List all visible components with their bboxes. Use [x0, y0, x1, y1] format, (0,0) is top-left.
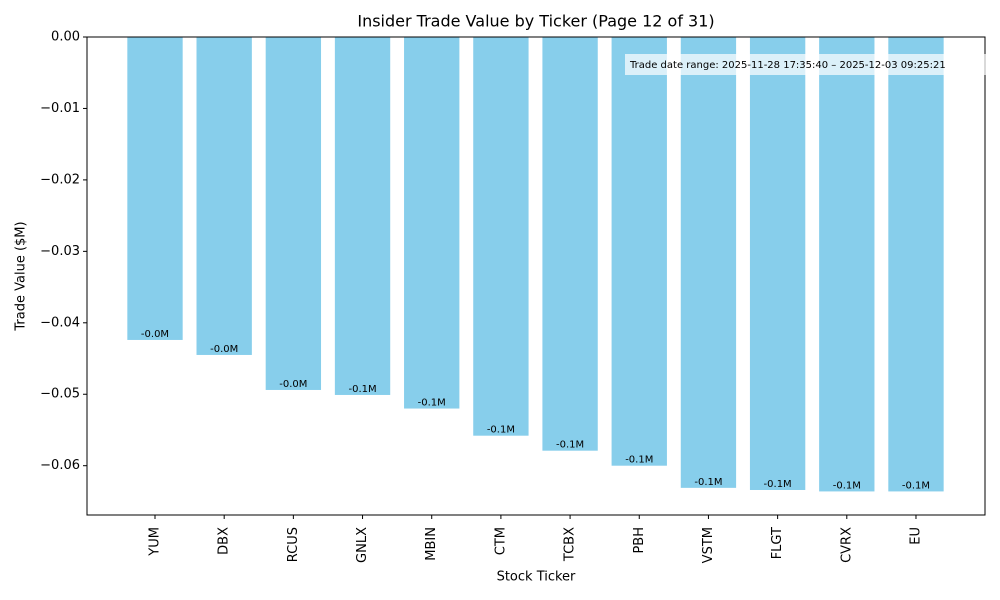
- y-tick-label: −0.01: [40, 101, 80, 116]
- y-tick-label: −0.02: [40, 172, 80, 187]
- bar: [196, 37, 252, 355]
- bar: [127, 37, 183, 340]
- x-tick-label: GNLX: [355, 527, 370, 563]
- value-label: -0.0M: [279, 379, 307, 390]
- x-tick-label: EU: [908, 527, 923, 545]
- x-tick-label: VSTM: [701, 527, 716, 563]
- value-label: -0.1M: [694, 477, 722, 488]
- x-tick-label: CVRX: [839, 527, 854, 563]
- bar: [680, 37, 737, 488]
- bar: [819, 37, 875, 492]
- value-label: -0.1M: [418, 398, 446, 409]
- y-tick-label: −0.05: [40, 387, 80, 402]
- x-tick-label: RCUS: [286, 527, 301, 562]
- value-label: -0.1M: [487, 425, 515, 436]
- value-label: -0.1M: [833, 480, 861, 491]
- x-tick-label: PBH: [632, 527, 647, 554]
- bar: [334, 37, 391, 395]
- x-tick-label: YUM: [148, 527, 163, 557]
- y-tick-label: 0.00: [51, 30, 80, 45]
- value-label: -0.0M: [141, 329, 169, 340]
- chart-title: Insider Trade Value by Ticker (Page 12 o…: [357, 12, 714, 31]
- bar: [542, 37, 598, 451]
- value-label: -0.1M: [556, 440, 584, 451]
- y-tick-label: −0.03: [40, 244, 80, 259]
- y-axis-label: Trade Value ($M): [14, 221, 29, 331]
- value-label: -0.1M: [625, 455, 653, 466]
- y-tick-label: −0.06: [40, 458, 80, 473]
- x-tick-label: DBX: [217, 527, 232, 555]
- x-tick-label: FLGT: [770, 527, 785, 559]
- bar: [265, 37, 322, 390]
- value-label: -0.1M: [348, 384, 376, 395]
- x-tick-label: TCBX: [563, 527, 578, 562]
- annotation-box: [625, 54, 987, 75]
- value-label: -0.1M: [764, 479, 792, 490]
- x-tick-label: CTM: [493, 527, 508, 555]
- value-label: -0.0M: [210, 344, 238, 355]
- axes-frame: [86, 36, 986, 516]
- y-tick-label: −0.04: [40, 315, 80, 330]
- x-axis-label: Stock Ticker: [497, 570, 576, 585]
- bar: [611, 37, 667, 466]
- bar: [749, 37, 806, 490]
- bar: [888, 37, 944, 492]
- annotation: Trade date range: 2025-11-28 17:35:40 – …: [629, 60, 946, 71]
- x-tick-label: MBIN: [424, 527, 439, 561]
- bar: [404, 37, 460, 409]
- value-label: -0.1M: [902, 480, 930, 491]
- bar: [473, 37, 529, 436]
